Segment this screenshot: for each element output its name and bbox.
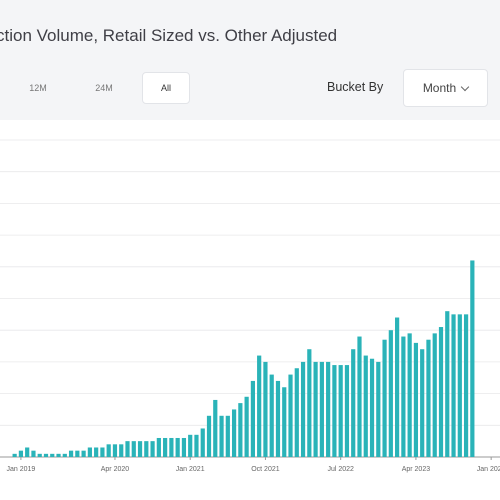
bar[interactable] bbox=[18, 450, 24, 457]
bucket-by-value: Month bbox=[422, 81, 457, 95]
x-tick-label: Jan 2024 bbox=[477, 466, 500, 473]
bar[interactable] bbox=[144, 441, 149, 457]
chart-toolbar: 12M 24M All Bucket By Month bbox=[0, 66, 500, 110]
bar[interactable] bbox=[119, 444, 124, 457]
bar[interactable] bbox=[100, 447, 105, 457]
bar[interactable] bbox=[200, 428, 205, 457]
x-tick-label: Oct 2021 bbox=[251, 466, 280, 473]
bar[interactable] bbox=[438, 327, 444, 457]
bar[interactable] bbox=[401, 336, 406, 457]
bar[interactable] bbox=[300, 361, 306, 457]
bar[interactable] bbox=[213, 399, 218, 457]
bar[interactable] bbox=[313, 361, 318, 457]
bar[interactable] bbox=[257, 355, 262, 457]
bar[interactable] bbox=[12, 453, 17, 457]
bar[interactable] bbox=[194, 434, 199, 457]
bar[interactable] bbox=[294, 368, 299, 457]
bar[interactable] bbox=[388, 330, 393, 457]
bar[interactable] bbox=[150, 441, 155, 457]
x-tick-label: Jan 2021 bbox=[176, 466, 205, 473]
chart-title: ction Volume, Retail Sized vs. Other Adj… bbox=[0, 26, 338, 45]
bucket-by-select[interactable]: Month bbox=[403, 69, 488, 107]
bar[interactable] bbox=[68, 450, 74, 457]
bar[interactable] bbox=[87, 447, 92, 457]
bar[interactable] bbox=[219, 415, 224, 457]
bar[interactable] bbox=[75, 450, 80, 457]
bar[interactable] bbox=[275, 380, 281, 457]
bar[interactable] bbox=[288, 374, 293, 457]
bar[interactable] bbox=[363, 355, 368, 457]
bar[interactable] bbox=[188, 434, 193, 457]
bar[interactable] bbox=[106, 444, 111, 457]
bar[interactable] bbox=[451, 314, 456, 457]
chevron-down-icon bbox=[460, 82, 470, 91]
bar[interactable] bbox=[269, 374, 274, 457]
bar[interactable] bbox=[369, 358, 375, 457]
bar[interactable] bbox=[463, 314, 469, 457]
bar[interactable] bbox=[125, 441, 130, 457]
bar[interactable] bbox=[94, 447, 99, 457]
bar[interactable] bbox=[382, 339, 387, 457]
bar[interactable] bbox=[206, 415, 212, 457]
bar[interactable] bbox=[181, 437, 187, 457]
x-tick-label: Jul 2022 bbox=[327, 466, 354, 473]
bar[interactable] bbox=[169, 437, 174, 457]
bar[interactable] bbox=[131, 441, 136, 457]
bar[interactable] bbox=[175, 437, 180, 457]
bar[interactable] bbox=[457, 314, 462, 457]
bar[interactable] bbox=[31, 450, 36, 457]
bar[interactable] bbox=[332, 365, 337, 457]
bar[interactable] bbox=[244, 396, 249, 457]
timeframe-12m-button[interactable]: 12M bbox=[29, 83, 47, 93]
bar[interactable] bbox=[344, 365, 350, 457]
bar[interactable] bbox=[426, 339, 431, 457]
bar[interactable] bbox=[225, 415, 230, 457]
bar[interactable] bbox=[156, 437, 161, 457]
bar[interactable] bbox=[163, 437, 168, 457]
x-tick-label: Apr 2023 bbox=[402, 466, 431, 473]
x-tick-label: Jan 2019 bbox=[7, 466, 36, 473]
bar[interactable] bbox=[470, 260, 475, 457]
bar[interactable] bbox=[432, 333, 437, 457]
bar[interactable] bbox=[238, 403, 243, 457]
bar[interactable] bbox=[338, 365, 343, 457]
bar[interactable] bbox=[420, 349, 425, 457]
bar[interactable] bbox=[50, 453, 55, 457]
bar[interactable] bbox=[445, 311, 450, 457]
bar[interactable] bbox=[326, 361, 331, 457]
bar[interactable] bbox=[112, 444, 118, 457]
bucket-by-label: Bucket By bbox=[327, 80, 384, 94]
bar[interactable] bbox=[250, 380, 255, 457]
bar[interactable] bbox=[357, 336, 362, 457]
bar[interactable] bbox=[307, 349, 312, 457]
bar[interactable] bbox=[56, 453, 61, 457]
bar[interactable] bbox=[413, 342, 419, 457]
x-tick-label: Apr 2020 bbox=[101, 466, 130, 473]
chart-panel: Jan 2019 Apr 2020 Jan 2021 Oct 2021 Jul 2022… bbox=[0, 120, 500, 500]
bar[interactable] bbox=[43, 453, 49, 457]
bar[interactable] bbox=[137, 441, 143, 457]
bar[interactable] bbox=[376, 361, 381, 457]
bar[interactable] bbox=[282, 387, 287, 457]
bar[interactable] bbox=[319, 361, 324, 457]
bar[interactable] bbox=[395, 317, 400, 457]
timeframe-all-button[interactable]: All bbox=[142, 72, 190, 104]
bar[interactable] bbox=[407, 333, 412, 457]
gridlines bbox=[0, 139, 500, 458]
bar-chart: Jan 2019 Apr 2020 Jan 2021 Oct 2021 Jul 2022… bbox=[0, 139, 500, 473]
bar[interactable] bbox=[62, 453, 67, 457]
bar[interactable] bbox=[263, 361, 268, 457]
timeframe-24m-button[interactable]: 24M bbox=[95, 83, 113, 93]
bar[interactable] bbox=[25, 447, 30, 457]
bar[interactable] bbox=[231, 409, 237, 457]
bar[interactable] bbox=[37, 453, 42, 457]
bar[interactable] bbox=[81, 450, 86, 457]
bar[interactable] bbox=[351, 349, 356, 457]
